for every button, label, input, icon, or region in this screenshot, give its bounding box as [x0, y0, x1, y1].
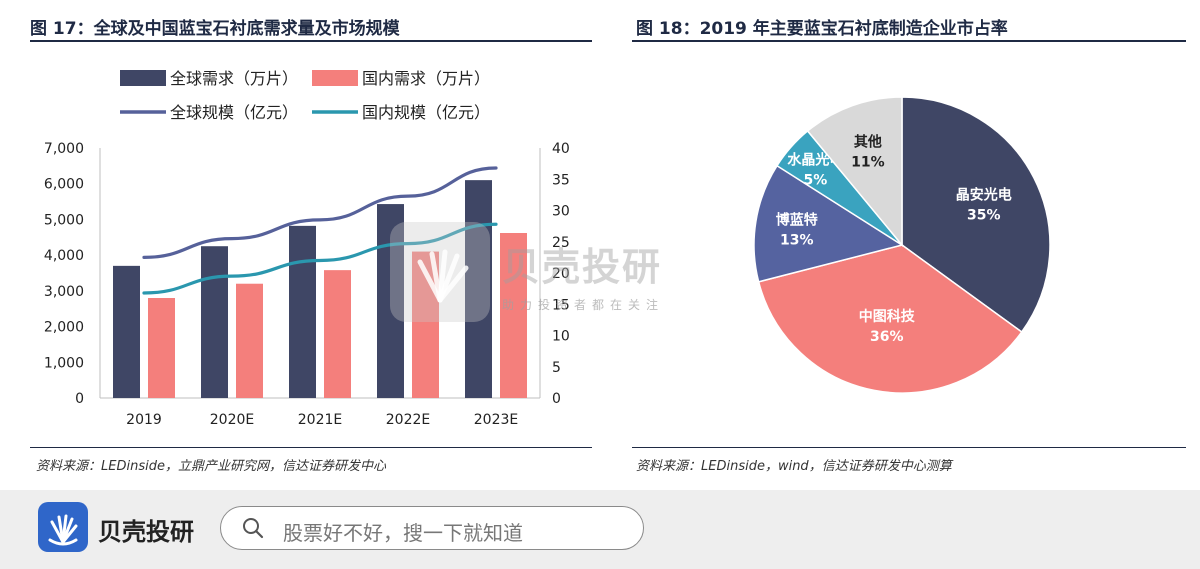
pie-slice	[901, 96, 1051, 334]
pie-slice-percent: 5%	[804, 173, 828, 189]
pie-slice-label: 晶安光电	[956, 186, 1012, 203]
left-y-tick-label: 3,000	[44, 284, 84, 300]
right-y-tick-label: 40	[552, 141, 570, 157]
right-y-tick-label: 25	[552, 235, 570, 251]
bar-domestic-demand	[324, 270, 351, 398]
right-y-tick-label: 30	[552, 204, 570, 220]
right-title-rule	[632, 40, 1186, 42]
left-y-tick-label: 7,000	[44, 141, 84, 157]
pie-slice-label: 中图科技	[859, 308, 916, 325]
pie-slice-percent: 11%	[851, 154, 885, 170]
right-chart-title: 图 18：2019 年主要蓝宝石衬底制造企业市占率	[636, 19, 1008, 39]
bar-global-demand	[113, 265, 140, 398]
pie-slice-label: 博蓝特	[776, 211, 818, 228]
bar-domestic-demand	[236, 283, 263, 398]
left-y-tick-label: 4,000	[44, 248, 84, 264]
x-tick-label: 2021E	[298, 412, 342, 428]
right-bottom-rule	[632, 447, 1186, 448]
legend-swatch	[120, 70, 166, 86]
pie-slice-percent: 36%	[870, 329, 904, 345]
bar-global-demand	[201, 246, 228, 398]
left-y-tick-label: 0	[75, 391, 84, 407]
bar-line-chart: 0 1,000 2,000 3,000 4,000 5,000 6,000 7,000 0 5 10…	[44, 69, 570, 428]
pie-slice-percent: 13%	[780, 232, 814, 248]
legend-label: 全球需求（万片）	[170, 69, 298, 88]
pie-slice-label: 其他	[854, 133, 882, 150]
right-y-tick-label: 35	[552, 172, 570, 188]
left-y-tick-label: 1,000	[44, 355, 84, 371]
pie-slice	[806, 96, 903, 248]
left-source-note: 资料来源：LEDinside，立鼎产业研究网，信达证券研发中心	[36, 459, 386, 474]
legend-label: 国内规模（亿元）	[362, 103, 490, 122]
right-y-tick-label: 0	[552, 391, 561, 407]
x-tick-label: 2019	[126, 412, 162, 428]
pie-slice	[753, 164, 904, 283]
right-y-tick-label: 20	[552, 266, 570, 282]
legend-label: 全球规模（亿元）	[170, 103, 298, 122]
left-y-tick-label: 5,000	[44, 212, 84, 228]
legend-swatch	[312, 70, 358, 86]
line-global-scale	[142, 166, 498, 259]
bar-global-demand	[377, 204, 404, 398]
left-y-tick-label: 6,000	[44, 177, 84, 193]
footer-brand-name[interactable]: 贝壳投研	[98, 518, 194, 546]
left-title-rule	[30, 40, 592, 42]
right-y-tick-label: 10	[552, 329, 570, 345]
left-chart-title: 图 17：全球及中国蓝宝石衬底需求量及市场规模	[30, 19, 400, 39]
left-bottom-rule	[30, 447, 592, 448]
left-y-tick-label: 2,000	[44, 320, 84, 336]
pie-slice	[757, 244, 1023, 394]
bar-global-demand	[289, 225, 316, 398]
x-tick-label: 2020E	[210, 412, 254, 428]
line-domestic-scale	[142, 222, 498, 295]
bar-global-demand	[465, 180, 492, 398]
footer-bar: 贝壳投研 股票好不好，搜一下就知道	[0, 490, 1200, 569]
pie-slice-percent: 35%	[967, 207, 1001, 223]
x-tick-label: 2023E	[474, 412, 518, 428]
search-input[interactable]: 股票好不好，搜一下就知道	[220, 506, 644, 550]
bar-domestic-demand	[148, 298, 175, 398]
search-placeholder: 股票好不好，搜一下就知道	[283, 521, 523, 545]
bar-domestic-demand	[500, 233, 527, 398]
beike-logo-icon[interactable]	[38, 502, 88, 552]
search-icon[interactable]	[241, 516, 265, 540]
x-tick-label: 2022E	[386, 412, 430, 428]
legend-label: 国内需求（万片）	[362, 69, 490, 88]
right-y-tick-label: 5	[552, 360, 561, 376]
right-y-tick-label: 15	[552, 297, 570, 313]
bar-domestic-demand	[412, 251, 439, 398]
right-source-note: 资料来源：LEDinside，wind，信达证券研发中心测算	[636, 459, 952, 474]
